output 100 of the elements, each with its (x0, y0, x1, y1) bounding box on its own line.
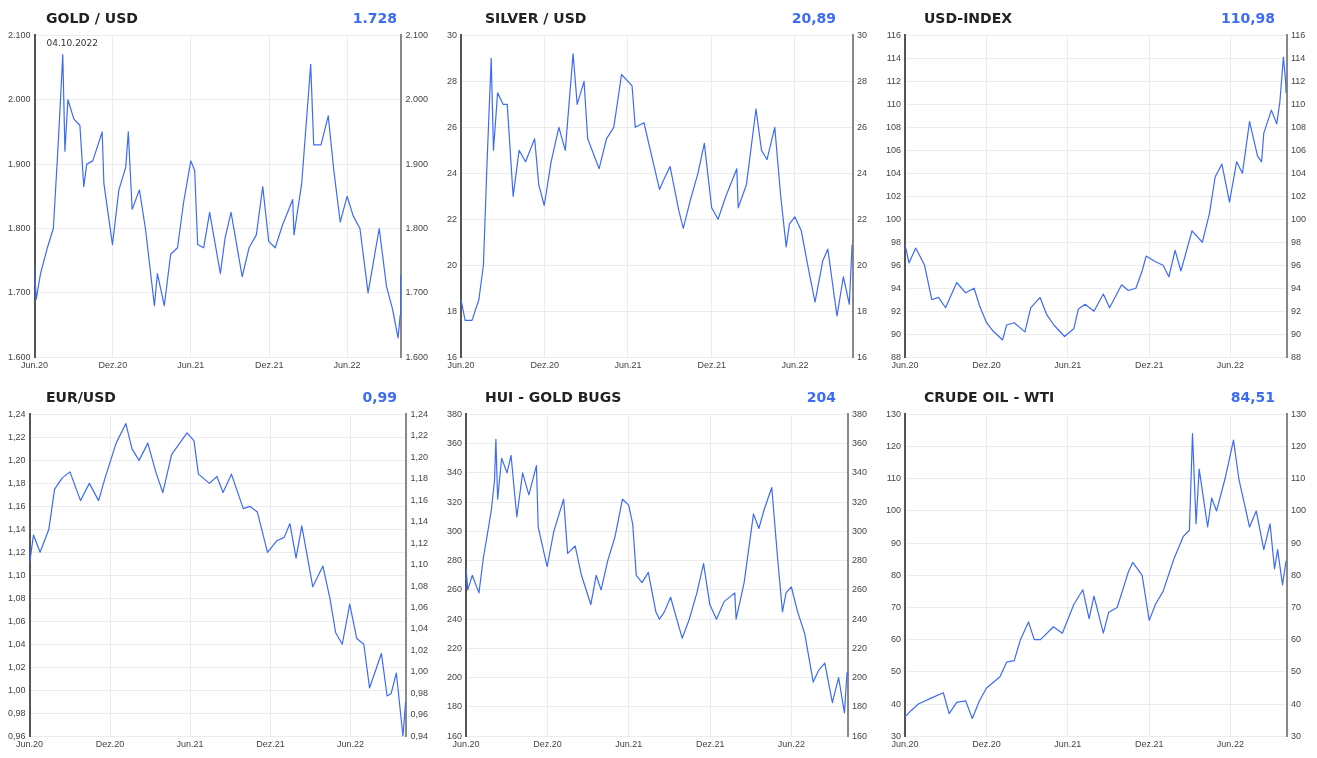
x-tick-label: Jun.22 (337, 739, 365, 750)
y2-tick-label: 60 (1290, 634, 1301, 645)
y2-tick-label: 160 (851, 730, 868, 741)
y-tick-label: 1,10 (7, 569, 26, 580)
y2-tick-label: 92 (1290, 305, 1301, 316)
y-tick-label: 0,98 (7, 707, 26, 718)
x-tick-label: Dez.21 (254, 360, 284, 371)
y-tick-label: 100 (885, 213, 902, 224)
text: 110,98 (1220, 10, 1275, 26)
y2-tick-label: 240 (851, 613, 868, 624)
y-tick-label: 1,20 (7, 454, 26, 465)
y-tick-label: 30 (891, 730, 902, 741)
y-tick-label: 94 (891, 282, 902, 293)
y2-tick-label: 340 (851, 467, 868, 478)
y2-tick-label: 280 (851, 555, 868, 566)
y-tick-label: 102 (885, 190, 902, 201)
text: 1.728 (352, 10, 397, 26)
y-tick-label: 1,04 (7, 638, 26, 649)
y-tick-label: 340 (446, 467, 463, 478)
x-tick-label: Dez.20 (533, 739, 562, 750)
y-tick-label: 1,08 (7, 592, 26, 603)
y2-tick-label: 94 (1290, 282, 1301, 293)
y2-tick-label: 102 (1290, 190, 1307, 201)
y-tick-label: 2.100 (7, 29, 31, 40)
y2-tick-label: 380 (851, 408, 868, 419)
x-tick-label: Dez.21 (1135, 739, 1164, 750)
x-tick-label: Jun.22 (777, 739, 805, 750)
y-tick-label: 240 (446, 613, 463, 624)
y-tick-label: 106 (885, 144, 902, 155)
y-tick-label: 1,16 (7, 500, 26, 511)
x-tick-label: Jun.21 (1054, 739, 1082, 750)
y2-tick-label: 300 (851, 525, 868, 536)
y2-tick-label: 18 (856, 305, 867, 316)
x-tick-label: Jun.20 (452, 739, 480, 750)
x-tick-label: Jun.20 (21, 360, 49, 371)
x-tick-label: Dez.21 (697, 360, 726, 371)
x-tick-label: Dez.21 (1135, 360, 1164, 371)
y-tick-label: 18 (447, 305, 458, 316)
y2-tick-label: 1,16 (410, 494, 429, 505)
y-tick-label: 2.000 (7, 94, 31, 105)
y2-tick-label: 90 (1290, 537, 1301, 548)
y2-tick-label: 80 (1290, 569, 1301, 580)
y2-tick-label: 220 (851, 642, 868, 653)
y2-tick-label: 1,10 (410, 559, 429, 570)
chart-title: SILVER / USD (485, 10, 587, 26)
y-tick-label: 70 (891, 601, 902, 612)
x-tick-label: Jun.21 (176, 739, 204, 750)
y-tick-label: 20 (447, 259, 458, 270)
y2-tick-label: 28 (856, 75, 867, 86)
y2-tick-label: 16 (856, 351, 867, 362)
y-tick-label: 0,96 (7, 730, 26, 741)
x-tick-label: Dez.20 (98, 360, 128, 371)
y2-tick-label: 1,02 (410, 644, 429, 655)
y2-tick-label: 90 (1290, 328, 1301, 339)
y-tick-label: 260 (446, 584, 463, 595)
y-tick-label: 50 (891, 666, 902, 677)
x-tick-label: Jun.20 (447, 360, 475, 371)
y-tick-label: 30 (447, 29, 458, 40)
y-tick-label: 116 (886, 29, 902, 40)
y2-tick-label: 100 (1290, 505, 1307, 516)
x-tick-label: Jun.21 (614, 360, 642, 371)
y-tick-label: 96 (891, 259, 902, 270)
y2-tick-label: 0,94 (410, 730, 429, 741)
y2-tick-label: 112 (1290, 75, 1306, 86)
y2-tick-label: 1,06 (410, 601, 429, 612)
y2-tick-label: 1,20 (410, 451, 429, 462)
y2-tick-label: 22 (856, 213, 867, 224)
y-tick-label: 1,18 (7, 477, 26, 488)
y2-tick-label: 120 (1290, 441, 1307, 452)
y-tick-label: 98 (891, 236, 902, 247)
y-tick-label: 110 (886, 98, 902, 109)
y2-tick-label: 2.100 (405, 29, 429, 40)
y-tick-label: 28 (447, 75, 458, 86)
y2-tick-label: 70 (1290, 601, 1301, 612)
y-tick-label: 112 (886, 75, 902, 86)
y2-tick-label: 50 (1290, 666, 1301, 677)
y-tick-label: 1,14 (7, 523, 26, 534)
y-tick-label: 114 (886, 52, 902, 63)
y-tick-label: 180 (446, 701, 463, 712)
y-tick-label: 90 (891, 537, 902, 548)
y-tick-label: 92 (891, 305, 902, 316)
y2-tick-label: 360 (851, 438, 868, 449)
y-tick-label: 200 (446, 672, 463, 683)
y2-tick-label: 30 (856, 29, 867, 40)
text: 204 (806, 389, 836, 405)
y-tick-label: 120 (885, 441, 902, 452)
y-tick-label: 1,06 (7, 615, 26, 626)
x-tick-label: Jun.22 (781, 360, 809, 371)
y-tick-label: 40 (891, 698, 902, 709)
y-tick-label: 22 (447, 213, 458, 224)
y2-tick-label: 1.700 (405, 287, 429, 298)
y2-tick-label: 130 (1290, 408, 1307, 419)
x-tick-label: Jun.20 (891, 360, 919, 371)
y2-tick-label: 24 (856, 167, 867, 178)
y-tick-label: 110 (886, 473, 902, 484)
y-tick-label: 1.700 (7, 287, 31, 298)
x-tick-label: Jun.20 (891, 739, 919, 750)
y2-tick-label: 98 (1290, 236, 1301, 247)
y-tick-label: 16 (447, 351, 458, 362)
y-tick-label: 1,12 (7, 546, 26, 557)
